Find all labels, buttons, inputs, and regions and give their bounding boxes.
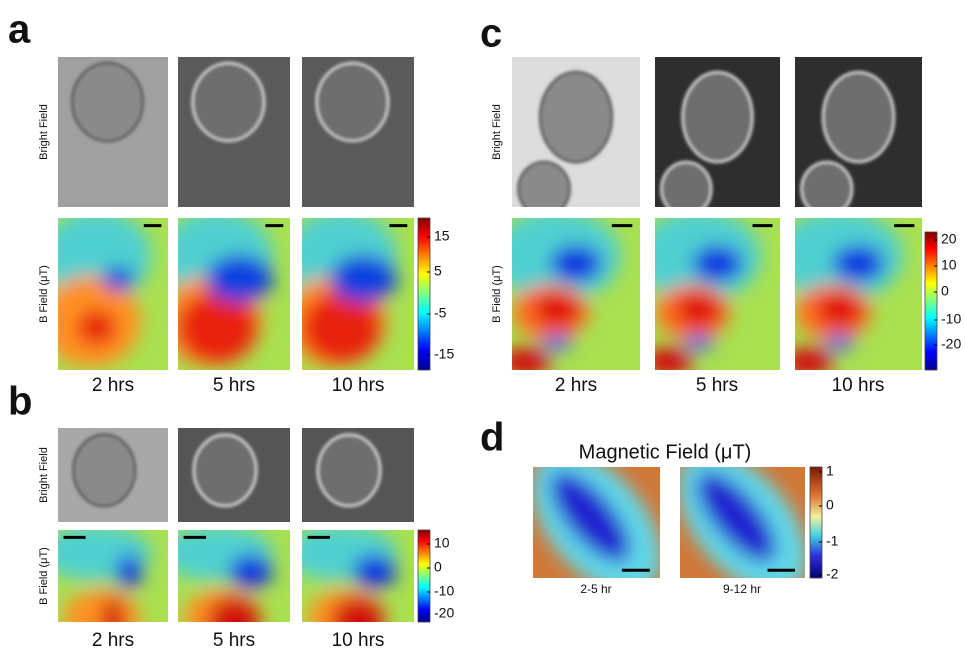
cell <box>518 162 569 216</box>
colorbar <box>810 467 822 578</box>
time-label: 10 hrs <box>332 630 385 651</box>
time-label: 2 hrs <box>92 630 134 651</box>
colorbar-tick-label: -20 <box>434 605 454 621</box>
field-blob <box>824 335 854 350</box>
cell <box>73 435 135 506</box>
row-label: B Field (μT) <box>491 265 503 323</box>
time-label: 10 hrs <box>832 375 885 396</box>
field-blob <box>693 245 743 281</box>
time-label: 5 hrs <box>213 630 255 651</box>
field-blob <box>643 347 693 377</box>
cell <box>801 162 852 216</box>
row-label: B Field (μT) <box>38 265 50 323</box>
field-blob <box>534 291 580 327</box>
field-blob <box>229 555 273 588</box>
page: a Bright Field B Field (μT) 2 hrs 5 hrs 10 hr… <box>0 0 965 654</box>
time-label: 5 hrs <box>213 375 255 396</box>
field-blob <box>817 291 863 327</box>
row-label: Bright Field <box>491 104 503 160</box>
cell <box>683 72 753 162</box>
colorbar-tick-label: 10 <box>941 257 957 273</box>
bright-field-image <box>302 57 414 207</box>
row-label: Bright Field <box>38 447 50 503</box>
bright-field-image <box>655 57 780 216</box>
bright-field-image <box>178 57 290 207</box>
field-blob <box>102 267 135 291</box>
colorbar-tick-label: 0 <box>826 497 834 513</box>
cell <box>540 72 612 162</box>
field-image <box>161 210 290 370</box>
colorbar-tick-label: -10 <box>941 311 961 327</box>
panel-label: a <box>8 8 31 52</box>
field-image <box>776 210 922 377</box>
time-label: 5 hrs <box>696 375 738 396</box>
panel-label: d <box>480 416 504 460</box>
cell <box>194 435 257 506</box>
colorbar-tick-label: 0 <box>941 283 949 299</box>
caption: 9-12 hr <box>723 582 761 596</box>
field-blob <box>116 555 142 588</box>
field-image <box>161 525 290 645</box>
bright-field-image <box>512 57 640 216</box>
cell <box>317 63 389 141</box>
field-blob <box>782 347 833 377</box>
colorbar-tick-label: -1 <box>826 533 839 549</box>
bright-field-image <box>302 428 414 522</box>
colorbar-tick-label: 10 <box>434 535 450 551</box>
colorbar-tick-label: 5 <box>434 263 442 279</box>
colorbar-tick-label: 20 <box>941 231 957 247</box>
colorbar-tick-label: -5 <box>434 305 447 321</box>
field-blob <box>676 291 721 327</box>
field-blob <box>330 255 397 302</box>
colorbar-tick-label: 1 <box>826 463 834 479</box>
field-image <box>285 210 414 370</box>
field-image <box>42 525 169 645</box>
colorbar <box>925 232 937 370</box>
time-label: 10 hrs <box>332 375 385 396</box>
field-blob <box>206 255 273 302</box>
row-label: Bright Field <box>38 104 50 160</box>
row-label: B Field (μT) <box>38 547 50 605</box>
colorbar-tick-label: -20 <box>941 336 961 352</box>
field-blob <box>353 555 397 588</box>
panel-label: c <box>480 12 502 56</box>
colorbar-tick-label: -15 <box>434 346 454 362</box>
panel-label: b <box>8 380 32 424</box>
colorbar-tick-label: 0 <box>434 559 442 575</box>
colorbar <box>418 218 430 370</box>
field-blob <box>499 347 550 377</box>
cell <box>193 63 265 141</box>
colorbar-tick-label: 15 <box>434 228 450 244</box>
field-image <box>42 210 169 370</box>
field-image <box>285 525 414 645</box>
field-image <box>636 210 780 377</box>
time-label: 2 hrs <box>92 375 134 396</box>
bright-field-image <box>58 428 168 522</box>
bright-field-image <box>795 57 922 216</box>
figure: a Bright Field B Field (μT) 2 hrs 5 hrs 10 hr… <box>0 0 965 654</box>
field-blob <box>684 335 714 350</box>
cell <box>72 63 142 141</box>
cell <box>661 162 711 216</box>
cell <box>823 72 894 162</box>
bright-field-image <box>58 57 168 207</box>
field-image <box>493 210 640 377</box>
caption: 2-5 hr <box>580 582 611 596</box>
field-blob <box>550 245 601 281</box>
field-blob <box>541 335 572 350</box>
panel-title: Magnetic Field (μT) <box>579 441 752 463</box>
time-label: 2 hrs <box>555 375 597 396</box>
field-blob <box>77 309 117 345</box>
colorbar-tick-label: -2 <box>826 566 839 582</box>
colorbar-tick-label: -10 <box>434 583 454 599</box>
field-blob <box>833 245 884 281</box>
bright-field-image <box>178 428 290 522</box>
cell <box>318 435 381 506</box>
